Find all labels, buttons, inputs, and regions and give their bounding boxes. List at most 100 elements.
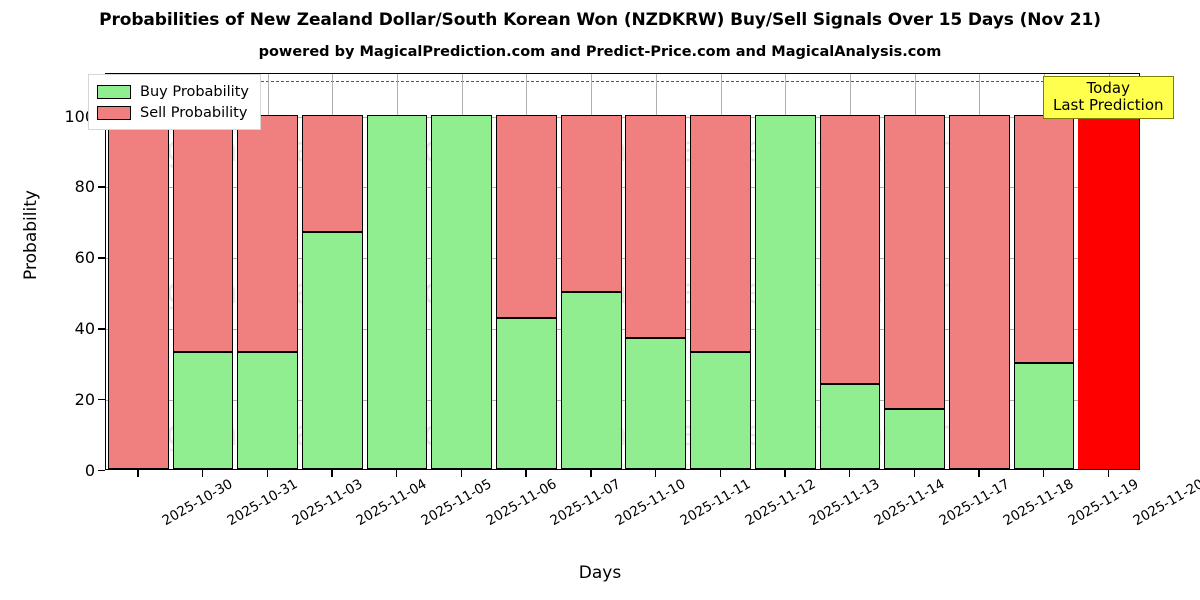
bar-segment-buy[interactable] xyxy=(754,114,816,469)
bar-segment-sell[interactable] xyxy=(237,114,299,353)
gridline-horizontal xyxy=(106,329,1139,331)
y-axis-tick-label: 80 xyxy=(74,177,95,197)
bar-segment-sell[interactable] xyxy=(107,114,169,469)
y-axis-tick-label: 20 xyxy=(74,390,95,410)
bar-2025-11-12[interactable] xyxy=(690,74,751,469)
bar-segment-buy[interactable] xyxy=(625,337,687,469)
bar-segment-sell[interactable] xyxy=(1013,114,1075,363)
bar-segment-buy[interactable] xyxy=(560,291,622,469)
x-axis-tick-label: 2025-11-13 xyxy=(806,476,883,530)
gridline-horizontal xyxy=(106,116,1139,118)
y-axis-label: Probability xyxy=(21,190,41,280)
bar-2025-11-20[interactable] xyxy=(1078,74,1139,469)
bar-segment-sell[interactable] xyxy=(496,114,557,319)
bar-segment-buy[interactable] xyxy=(172,352,234,469)
legend-swatch-buy-icon xyxy=(97,84,131,99)
x-axis-tick-label: 2025-11-12 xyxy=(742,476,818,530)
legend-swatch-sell-icon xyxy=(97,105,131,120)
chart-subtitle: powered by MagicalPrediction.com and Pre… xyxy=(258,44,942,60)
x-axis-tick-mark xyxy=(266,470,269,477)
x-axis-tick-label: 2025-11-11 xyxy=(677,476,754,530)
x-axis-tick-mark xyxy=(719,470,721,477)
legend-item-buy: Buy Probability xyxy=(97,81,249,102)
x-axis-tick-label: 2025-10-30 xyxy=(159,476,236,530)
x-axis-tick-label: 2025-11-03 xyxy=(289,476,366,530)
bar-2025-11-03[interactable] xyxy=(237,74,299,469)
bar-2025-10-30[interactable] xyxy=(107,74,169,469)
x-axis-tick-label: 2025-10-31 xyxy=(224,476,301,530)
plot-area: MagicalAnalysis.com MagicalPrediction.co… xyxy=(105,73,1140,470)
x-axis-tick-mark xyxy=(396,470,398,477)
x-axis-tick-label: 2025-11-20 xyxy=(1130,476,1200,530)
bar-segment-buy[interactable] xyxy=(237,352,299,469)
y-axis-tick-label: 100 xyxy=(64,106,95,126)
bar-2025-11-18[interactable] xyxy=(948,74,1010,469)
bar-2025-11-04[interactable] xyxy=(302,74,363,469)
bar-segment-sell[interactable] xyxy=(690,114,751,353)
bar-2025-11-10[interactable] xyxy=(560,74,622,469)
bar-segment-sell[interactable] xyxy=(302,114,363,232)
x-axis-tick-label: 2025-11-07 xyxy=(547,476,624,530)
y-axis-tick-mark xyxy=(98,186,105,188)
page-title: Probabilities of New Zealand Dollar/Sout… xyxy=(99,10,1101,30)
bar-segment-buy[interactable] xyxy=(431,114,493,469)
bar-2025-11-06[interactable] xyxy=(431,74,493,469)
bar-segment-sell[interactable] xyxy=(625,114,687,338)
bar-2025-11-07[interactable] xyxy=(496,74,557,469)
x-axis-tick-mark xyxy=(525,470,527,477)
x-axis-tick-mark xyxy=(460,470,463,477)
today-annotation-line2: Last Prediction xyxy=(1053,96,1164,115)
bar-2025-10-31[interactable] xyxy=(172,74,234,469)
bar-segment-buy[interactable] xyxy=(690,352,751,469)
x-axis-tick-label: 2025-11-05 xyxy=(418,476,495,530)
y-axis-tick-label: 0 xyxy=(84,461,95,480)
y-axis-tick-mark xyxy=(98,257,105,259)
today-annotation: Today Last Prediction xyxy=(1043,76,1174,120)
legend-label-sell: Sell Probability xyxy=(140,104,248,121)
bar-2025-11-11[interactable] xyxy=(625,74,687,469)
x-axis-tick-mark xyxy=(978,470,980,477)
bar-2025-11-14[interactable] xyxy=(819,74,881,469)
x-axis-tick-mark xyxy=(137,470,139,477)
x-axis-tick-label: 2025-11-19 xyxy=(1065,476,1142,530)
bar-segment-buy[interactable] xyxy=(1013,362,1075,469)
gridline-horizontal xyxy=(106,400,1139,402)
x-axis-tick-label: 2025-11-17 xyxy=(936,476,1013,530)
x-axis-tick-mark xyxy=(654,470,657,477)
bar-2025-11-13[interactable] xyxy=(754,74,816,469)
bar-segment-buy[interactable] xyxy=(819,383,881,469)
gridline-horizontal xyxy=(106,258,1139,260)
reference-dashed-line xyxy=(106,81,1139,83)
x-axis-tick-mark xyxy=(1107,470,1110,477)
bar-segment-sell[interactable] xyxy=(560,114,622,292)
x-axis-tick-label: 2025-11-04 xyxy=(353,476,430,530)
bar-2025-11-19[interactable] xyxy=(1013,74,1075,469)
bar-segment-today[interactable] xyxy=(1078,114,1139,469)
x-axis-tick-mark xyxy=(848,470,851,477)
bar-2025-11-05[interactable] xyxy=(366,74,428,469)
bar-segment-sell[interactable] xyxy=(948,114,1010,469)
x-axis-tick-label: 2025-11-10 xyxy=(612,476,689,530)
bar-segment-buy[interactable] xyxy=(302,231,363,469)
bar-segment-sell[interactable] xyxy=(819,114,881,384)
bar-segment-buy[interactable] xyxy=(366,114,428,469)
x-axis-tick-mark xyxy=(913,470,915,477)
y-axis-tick-label: 40 xyxy=(74,319,95,339)
gridline-horizontal xyxy=(106,187,1139,189)
x-axis-tick-label: 2025-11-06 xyxy=(483,476,560,530)
bar-segment-sell[interactable] xyxy=(172,114,234,353)
bar-segment-sell[interactable] xyxy=(884,114,945,409)
bar-segment-buy[interactable] xyxy=(884,408,945,469)
y-axis-tick-label: 60 xyxy=(74,248,95,268)
bar-segment-buy[interactable] xyxy=(496,318,557,469)
y-axis-tick-mark xyxy=(98,470,105,472)
x-axis-tick-mark xyxy=(202,470,204,477)
y-axis-tick-mark xyxy=(98,328,105,330)
bar-2025-11-17[interactable] xyxy=(884,74,945,469)
x-axis-label: Days xyxy=(578,563,622,583)
today-annotation-line1: Today xyxy=(1086,79,1130,97)
x-axis-tick-mark xyxy=(590,470,592,477)
x-axis-tick-mark xyxy=(331,470,333,477)
x-axis-tick-mark xyxy=(1042,470,1045,477)
